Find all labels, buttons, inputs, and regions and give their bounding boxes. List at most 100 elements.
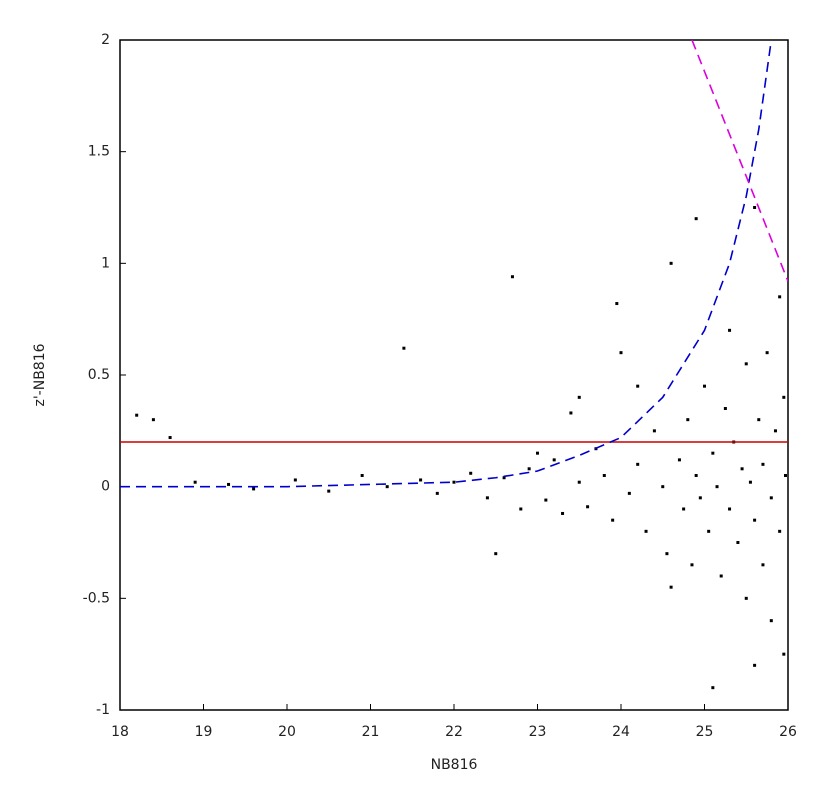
point xyxy=(615,302,619,306)
point xyxy=(385,485,389,489)
point xyxy=(661,485,665,489)
point xyxy=(686,418,690,422)
point xyxy=(494,552,498,556)
point xyxy=(744,596,748,600)
point xyxy=(510,275,514,279)
point xyxy=(719,574,723,578)
point xyxy=(577,395,581,399)
point xyxy=(783,474,787,477)
point xyxy=(694,217,698,221)
point xyxy=(293,478,297,482)
point xyxy=(552,458,556,462)
point xyxy=(677,458,681,462)
point xyxy=(761,462,765,466)
x-tick-label: 20 xyxy=(278,724,296,740)
curve xyxy=(691,40,788,282)
point xyxy=(782,395,786,399)
point xyxy=(753,663,757,667)
point xyxy=(485,496,489,500)
point xyxy=(135,413,139,417)
y-tick-label: 0 xyxy=(101,479,110,495)
point xyxy=(469,471,473,475)
point xyxy=(577,480,581,484)
point xyxy=(690,563,694,567)
point xyxy=(527,467,531,471)
point xyxy=(665,552,669,556)
point xyxy=(778,529,782,533)
point xyxy=(644,529,648,533)
point xyxy=(435,491,439,495)
point xyxy=(502,476,506,480)
point xyxy=(711,451,715,455)
point xyxy=(682,507,686,511)
point xyxy=(636,384,640,388)
point xyxy=(707,529,711,533)
point xyxy=(636,462,640,466)
point xyxy=(753,518,757,522)
point xyxy=(698,496,702,500)
point xyxy=(327,489,331,493)
point xyxy=(769,496,773,500)
point xyxy=(151,418,155,422)
point xyxy=(168,436,172,440)
y-axis-label: z'-NB816 xyxy=(32,343,48,406)
curve xyxy=(120,40,773,488)
point xyxy=(419,478,423,482)
point xyxy=(586,505,590,509)
point xyxy=(652,429,656,433)
y-tick-label: -1 xyxy=(96,702,110,718)
x-tick-label: 22 xyxy=(445,724,463,740)
point xyxy=(519,507,523,511)
point xyxy=(703,384,706,388)
point xyxy=(761,563,765,567)
x-tick-label: 26 xyxy=(779,724,797,740)
x-axis-label: NB816 xyxy=(431,757,478,773)
point xyxy=(728,507,732,511)
point xyxy=(669,261,673,265)
x-tick-label: 24 xyxy=(612,724,630,740)
point xyxy=(744,362,748,366)
x-tick-label: 21 xyxy=(362,724,380,740)
point xyxy=(252,487,256,491)
point xyxy=(753,206,757,209)
y-tick-label: 1.5 xyxy=(88,144,110,160)
point xyxy=(778,295,782,299)
point xyxy=(611,518,615,522)
point xyxy=(536,451,539,455)
point xyxy=(193,480,197,484)
x-tick-label: 19 xyxy=(195,724,213,740)
point xyxy=(711,686,715,690)
x-tick-label: 23 xyxy=(529,724,547,740)
y-tick-label: -0.5 xyxy=(83,590,110,606)
x-tick-label: 25 xyxy=(696,724,714,740)
point xyxy=(769,619,773,623)
point xyxy=(627,491,631,495)
point xyxy=(728,328,732,332)
point xyxy=(715,485,719,489)
x-tick-label: 18 xyxy=(111,724,129,740)
point xyxy=(360,474,364,477)
y-tick-label: 0.5 xyxy=(88,367,110,383)
point xyxy=(561,511,565,515)
point xyxy=(740,467,744,471)
point xyxy=(773,429,777,433)
point xyxy=(694,474,698,477)
point xyxy=(452,480,456,484)
point xyxy=(402,346,406,350)
point xyxy=(669,585,673,589)
point xyxy=(569,411,573,415)
y-tick-label: 2 xyxy=(101,32,110,48)
point xyxy=(765,351,769,355)
point xyxy=(227,482,231,486)
y-tick-label: 1 xyxy=(101,255,110,271)
point xyxy=(723,407,727,410)
point xyxy=(544,498,548,502)
point xyxy=(736,541,740,544)
point xyxy=(782,652,786,656)
point xyxy=(619,351,623,355)
point xyxy=(757,418,761,422)
point xyxy=(748,480,752,484)
plot-frame xyxy=(119,39,789,711)
point xyxy=(602,474,606,477)
